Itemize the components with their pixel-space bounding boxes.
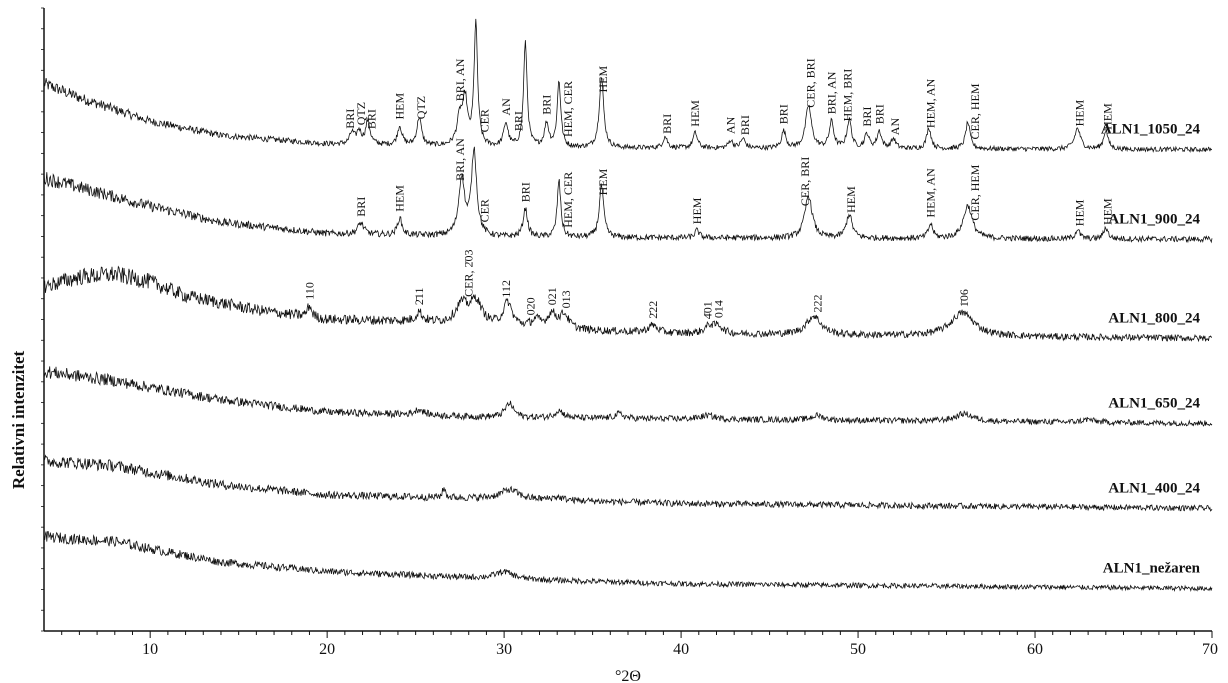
x-axis: 10 20 30 40 50 60 70 <box>41 7 1218 658</box>
peak-label: 110 <box>303 282 317 300</box>
series-label-5: ALN1_nežaren <box>1103 561 1201 577</box>
peak-label: BRI <box>364 109 378 129</box>
peak-label: CER, HEM <box>968 164 982 220</box>
x-tick-label: 50 <box>850 641 866 658</box>
peak-label: 4̄01 <box>701 301 715 319</box>
peak-label: AN <box>888 118 902 136</box>
peak-label: BRI <box>860 107 874 127</box>
traces-group <box>43 18 1213 592</box>
peak-label: QTZ <box>414 96 428 119</box>
trace-2 <box>43 265 1212 343</box>
peak-label: HEM, CER <box>561 172 575 228</box>
peak-label: HEM, AN <box>924 78 938 128</box>
peak-label: HEM <box>393 93 407 120</box>
peak-label: BRI <box>511 111 525 131</box>
series-labels-group: ALN1_1050_24 ALN1_900_24 ALN1_800_24 ALN1_6… <box>1101 122 1201 577</box>
peak-label: HEM, AN <box>924 168 938 218</box>
peak-label: BRI, AN <box>453 58 467 101</box>
x-tick-label: 60 <box>1027 641 1043 658</box>
peak-label: BRI, AN <box>453 138 467 181</box>
peak-label: HEM <box>1101 103 1115 130</box>
peak-label: HEM <box>688 100 702 127</box>
peak-label: HEM <box>690 197 704 224</box>
x-tick-label: 40 <box>673 641 689 658</box>
peak-label: HEM <box>393 185 407 212</box>
trace-4 <box>43 454 1213 512</box>
peak-label: BRI <box>518 182 532 202</box>
y-axis-label: Relativni intenzitet <box>9 351 28 490</box>
trace-5 <box>43 530 1213 592</box>
peak-label: BRI <box>777 104 791 124</box>
x-tick-label: 10 <box>142 641 158 658</box>
trace-3 <box>43 366 1213 427</box>
series-label-2: ALN1_800_24 <box>1108 310 1200 326</box>
x-axis-label: °2Θ <box>615 668 641 683</box>
x-tick-label: 30 <box>496 641 512 658</box>
x-tick-label: 20 <box>319 641 335 658</box>
peak-label: BRI, AN <box>825 71 839 114</box>
peak-label: BRI <box>354 197 368 217</box>
peak-label: 2̄22 <box>646 301 660 319</box>
peak-label: BRI <box>738 115 752 135</box>
peak-label: QTZ <box>354 102 368 125</box>
x-tick-label: 70 <box>1202 641 1218 658</box>
peak-label: CER <box>478 109 492 132</box>
peak-label: BRI <box>343 109 357 129</box>
trace-0 <box>43 18 1213 153</box>
series-label-4: ALN1_400_24 <box>1108 480 1200 496</box>
peak-label: HEM, CER <box>561 81 575 137</box>
peak-label: HEM, BRI <box>840 69 854 122</box>
peak-label: HEM <box>1072 99 1086 126</box>
peak-label: CER, HEM <box>968 83 982 139</box>
peak-label: 1̄06 <box>957 289 971 307</box>
peak-label: 021 <box>545 287 559 305</box>
peak-label: BRI <box>660 114 674 134</box>
peak-label: 112 <box>499 280 513 298</box>
peak-label: 2̄11 <box>412 288 426 306</box>
peak-label: 020 <box>524 297 538 315</box>
peak-label: CER, BRI <box>798 157 812 206</box>
peak-label: 013 <box>559 290 573 308</box>
series-label-0: ALN1_1050_24 <box>1101 122 1201 138</box>
peak-label: 222 <box>810 295 824 313</box>
peak-label: HEM <box>596 66 610 93</box>
peak-label: CER, 2̄03 <box>462 250 476 297</box>
peak-label: HEM <box>844 186 858 213</box>
peak-label: AN <box>499 98 513 116</box>
peak-label: HEM <box>1072 199 1086 226</box>
series-label-3: ALN1_650_24 <box>1108 395 1200 411</box>
trace-1 <box>43 146 1213 244</box>
peak-label: BRI <box>540 95 554 115</box>
peak-label: AN <box>724 116 738 134</box>
peak-label: HEM <box>1101 198 1115 225</box>
series-label-1: ALN1_900_24 <box>1108 211 1200 227</box>
peak-label: CER <box>478 199 492 222</box>
peak-label: HEM <box>596 168 610 195</box>
peak-label: BRI <box>872 104 886 124</box>
peak-label: CER, BRI <box>803 58 817 107</box>
peak-label: 014 <box>711 300 725 318</box>
